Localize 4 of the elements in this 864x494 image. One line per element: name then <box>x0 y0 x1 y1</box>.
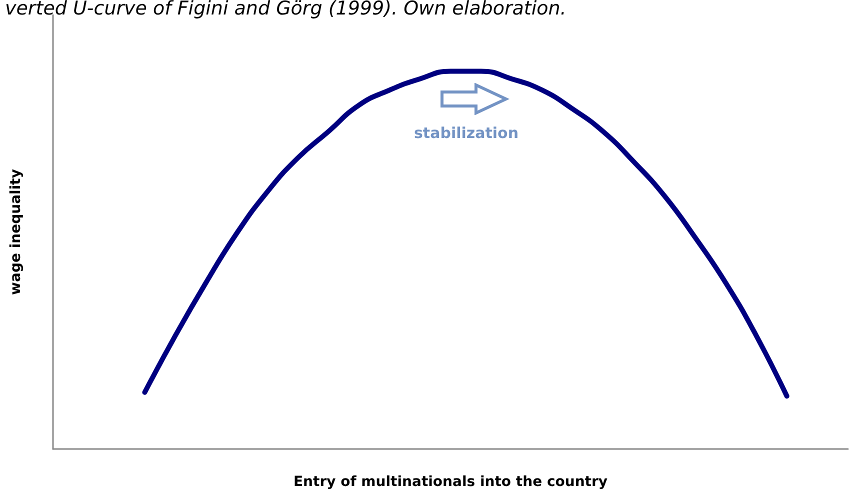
y-axis-title: wage inequality <box>8 169 24 295</box>
x-axis-title: Entry of multinationals into the country <box>293 474 608 490</box>
chart-title: verted U-curve of Figini and Görg (1999). Own elaboration. <box>5 0 566 20</box>
annotation: stabilization <box>414 124 519 142</box>
